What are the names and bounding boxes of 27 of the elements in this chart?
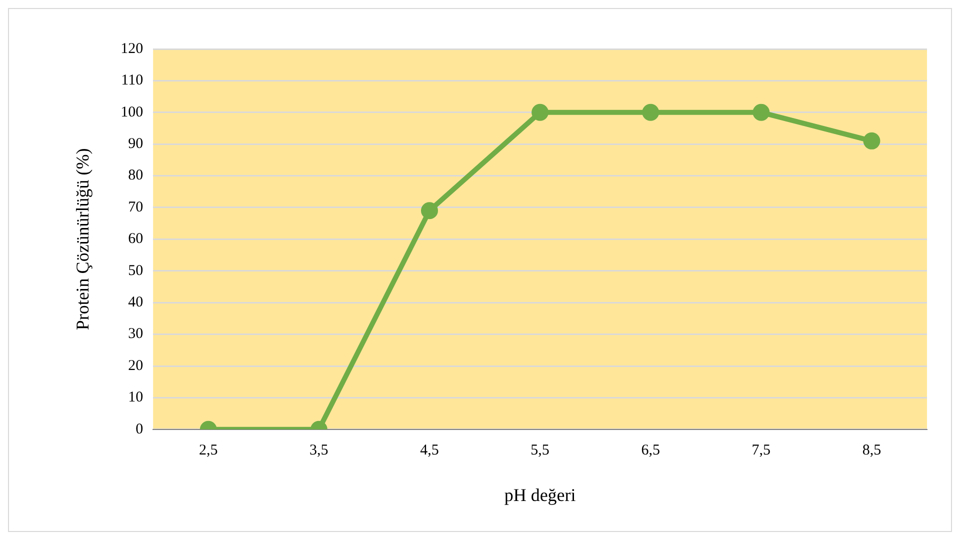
point bbox=[752, 104, 770, 121]
x-axis-title: pH değeri bbox=[504, 484, 576, 505]
point bbox=[420, 202, 438, 220]
y-tick-label: 0 bbox=[136, 421, 144, 438]
y-tick-label: 50 bbox=[128, 262, 144, 279]
y-tick-label: 40 bbox=[128, 294, 144, 311]
x-tick-label: 4,5 bbox=[420, 442, 439, 458]
y-tick-label: 120 bbox=[120, 40, 144, 57]
point bbox=[863, 132, 880, 150]
y-tick-label: 80 bbox=[128, 168, 144, 184]
y-tick-label: 30 bbox=[128, 326, 144, 342]
x-tick-label: 8,5 bbox=[862, 442, 882, 458]
y-tick-label: 90 bbox=[128, 136, 144, 152]
y-tick-label: 20 bbox=[128, 358, 144, 374]
point bbox=[642, 104, 660, 121]
y-tick-label: 100 bbox=[120, 104, 144, 120]
y-tick-label: 60 bbox=[128, 231, 144, 248]
y-axis-title: Protein Çözünürlüğü (%) bbox=[72, 148, 93, 330]
x-tick-label: 7,5 bbox=[752, 442, 771, 458]
y-tick-label: 110 bbox=[121, 72, 144, 89]
y-tick-label: 70 bbox=[128, 199, 144, 216]
x-tick-label: 2,5 bbox=[199, 442, 218, 458]
y-tick-label: 10 bbox=[128, 390, 144, 406]
x-tick-label: 6,5 bbox=[641, 442, 660, 458]
x-tick-label: 5,5 bbox=[530, 442, 550, 458]
x-tick-label: 3,5 bbox=[310, 442, 328, 458]
point bbox=[532, 104, 549, 121]
